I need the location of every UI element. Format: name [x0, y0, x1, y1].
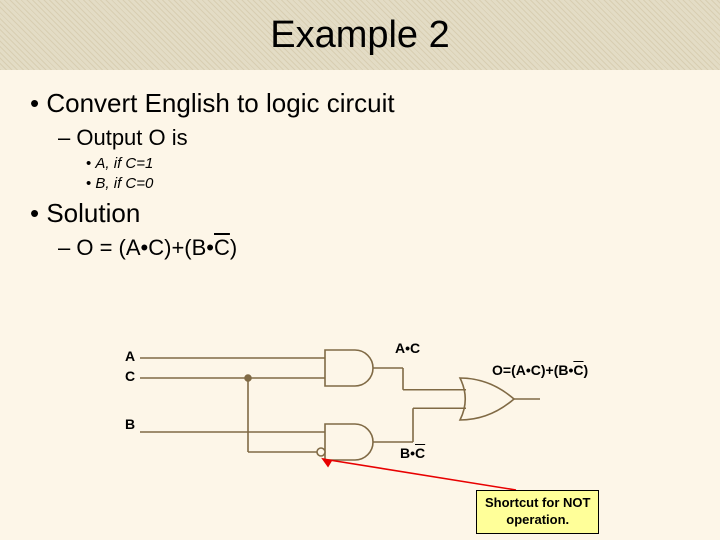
label-output: O=(A•C)+(B•C) [492, 362, 588, 378]
eq-prefix: O = (A•C)+(B• [76, 235, 214, 260]
bullet-output-o: Output O is [58, 125, 690, 151]
annotation-shortcut-not: Shortcut for NOToperation. [476, 490, 599, 534]
bullet-equation: O = (A•C)+(B•C) [58, 235, 690, 261]
page-title: Example 2 [270, 14, 450, 57]
bullet-a-if: A, if C=1 [86, 155, 690, 172]
bullet-convert: Convert English to logic circuit [30, 88, 690, 119]
eq-cbar: C [214, 235, 230, 261]
label-b: B [125, 416, 135, 432]
label-c: C [125, 368, 135, 384]
label-ac: A•C [395, 340, 420, 356]
eq-suffix: ) [230, 235, 237, 260]
label-bcbar: B•C [400, 445, 425, 461]
title-bar: Example 2 [0, 0, 720, 70]
bullet-solution: Solution [30, 198, 690, 229]
label-a: A [125, 348, 135, 364]
bullet-b-if: B, if C=0 [86, 175, 690, 192]
content: Convert English to logic circuit Output … [0, 70, 720, 261]
